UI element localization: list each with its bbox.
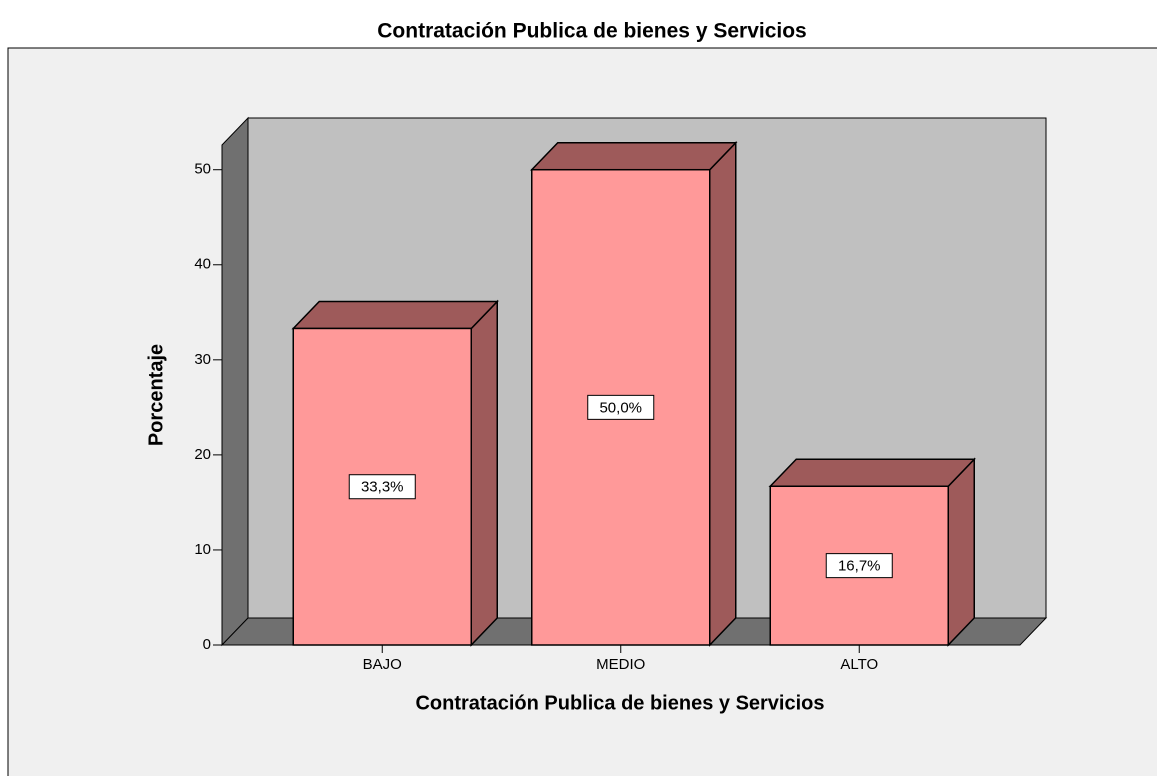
bar-top [529,141,738,171]
bar-top [291,300,500,330]
y-tick-label: 50 [194,161,211,178]
data-label-box [348,474,416,500]
x-tick-label: ALTO [840,656,878,673]
y-tick-label: 10 [194,541,211,558]
x-tick-label: BAJO [363,656,402,673]
bar-side [947,457,975,647]
x-axis-label: Contratación Publica de bienes y Servici… [415,692,824,714]
bar-side [470,299,498,647]
x-tick-label: MEDIO [596,656,645,673]
data-label-box [587,394,655,420]
y-tick-label: 20 [194,446,211,463]
bar-top [768,458,977,488]
bar-side [709,140,737,647]
chart-title: Contratación Publica de bienes y Servici… [377,20,806,43]
left-wall [221,116,249,647]
data-label: 50,0% [599,399,642,416]
y-tick-label: 0 [203,636,211,653]
y-axis-label: Porcentaje [145,344,167,446]
data-label: 33,3% [361,479,404,496]
y-tick-label: 40 [194,256,211,273]
data-label: 16,7% [838,558,881,575]
data-label-box [825,553,893,579]
y-tick-label: 30 [194,351,211,368]
